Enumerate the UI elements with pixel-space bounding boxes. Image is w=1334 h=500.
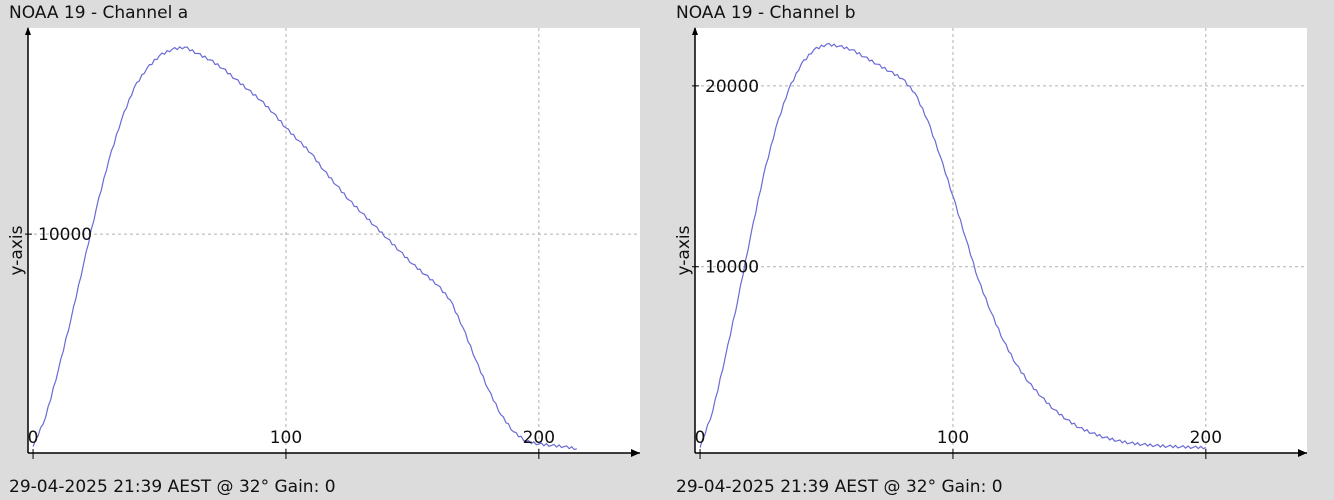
chart-title: NOAA 19 - Channel b — [676, 3, 856, 23]
y-tick-label: 10000 — [705, 258, 759, 278]
series-line — [32, 45, 577, 451]
x-tick-label: 0 — [28, 428, 39, 448]
chart-footer: 29-04-2025 21:39 AEST @ 32° Gain: 0 — [9, 477, 336, 497]
y-axis-arrow — [692, 27, 698, 35]
plot-area — [695, 28, 1307, 453]
x-axis-arrow — [631, 449, 640, 457]
chart-plot-a: 0 100 200 10000 y-axis — [7, 27, 640, 459]
x-axis-arrow — [1298, 449, 1307, 457]
chart-footer: 29-04-2025 21:39 AEST @ 32° Gain: 0 — [676, 477, 1003, 497]
chart-title: NOAA 19 - Channel a — [9, 3, 189, 23]
x-tick-label: 100 — [270, 428, 302, 448]
x-tick-label: 200 — [1190, 428, 1222, 448]
chart-plot-b: 0 100 200 10000 20000 y-axis — [674, 27, 1307, 459]
x-tick-label: 0 — [695, 428, 706, 448]
y-tick-label: 10000 — [38, 225, 92, 245]
chart-panel-a: NOAA 19 - Channel a 0 100 200 10000 y-axis 2… — [7, 3, 640, 497]
y-axis-arrow — [25, 27, 31, 35]
x-tick-label: 200 — [523, 428, 555, 448]
series-line — [699, 42, 1207, 450]
plot-area — [28, 28, 640, 453]
x-tick-label: 100 — [937, 428, 969, 448]
chart-panel-b: NOAA 19 - Channel b 0 100 200 10000 20000 y-a… — [667, 0, 1334, 500]
y-tick-label: 20000 — [705, 77, 759, 97]
y-axis-label: y-axis — [7, 225, 27, 275]
y-axis-label: y-axis — [674, 225, 694, 275]
